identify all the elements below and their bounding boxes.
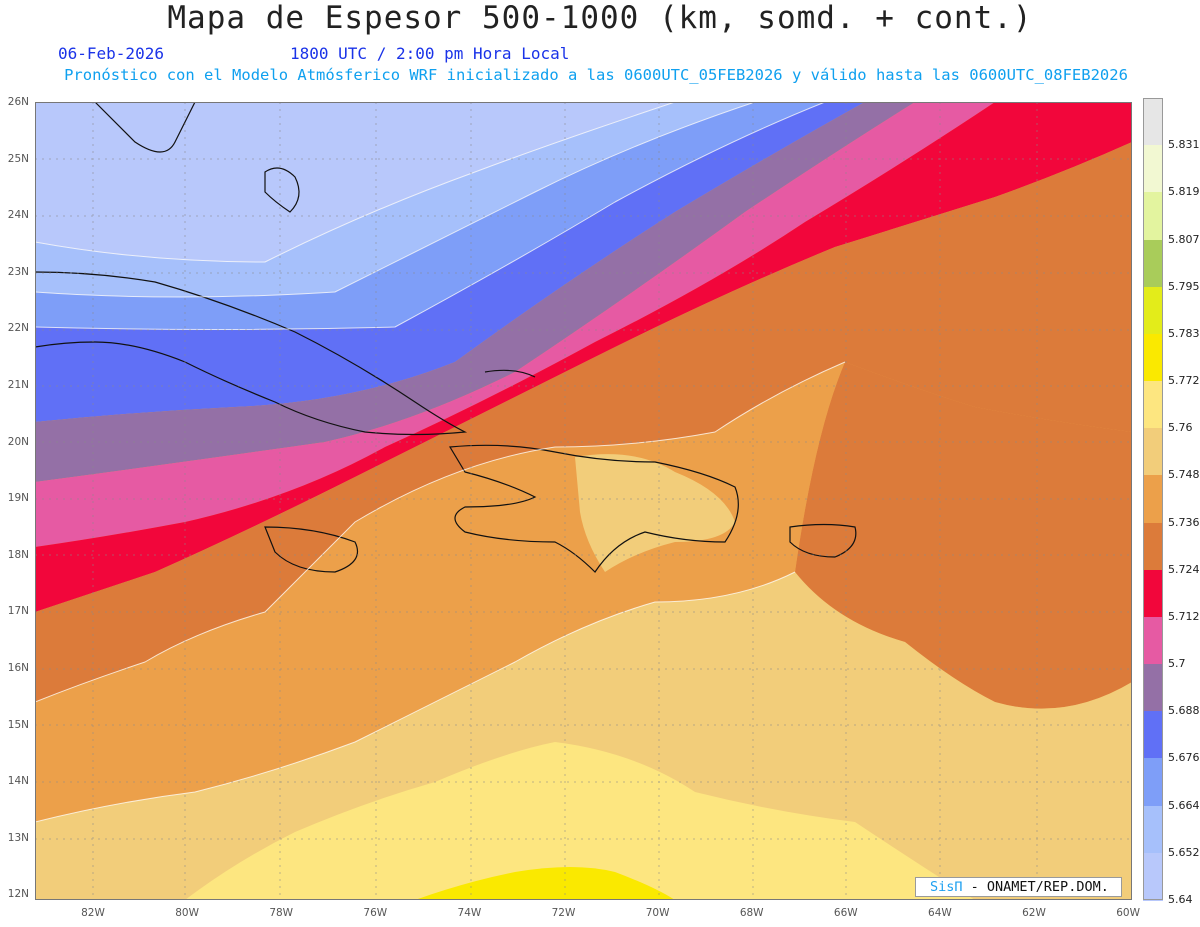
lat-label: 14N (7, 775, 29, 788)
color-bar-label: 5.831 (1168, 138, 1200, 152)
lon-label: 66W (833, 907, 858, 919)
lat-label: 22N (7, 322, 29, 335)
color-bar-label: 5.783 (1168, 326, 1200, 340)
color-bar-segment (1143, 145, 1163, 193)
lat-label: 15N (7, 718, 29, 731)
color-bar-segment (1143, 616, 1163, 665)
color-bar (1143, 98, 1163, 901)
color-bar-label: 5.748 (1168, 468, 1200, 482)
band-5-724-east (795, 362, 1132, 709)
color-bar-segment (1143, 522, 1163, 571)
color-bar-label: 5.652 (1168, 845, 1200, 859)
color-bar-label: 5.819 (1168, 185, 1200, 199)
lat-label: 25N (7, 152, 29, 165)
color-bar-label: 5.772 (1168, 374, 1200, 388)
color-bar-label: 5.688 (1168, 704, 1200, 718)
lon-label: 82W (81, 907, 105, 919)
band-5-676 (35, 102, 865, 422)
color-bar-segment (1143, 805, 1163, 854)
color-bar-segment (1143, 333, 1163, 382)
forecast-time: 1800 UTC / 2:00 pm Hora Local (290, 44, 570, 63)
lat-label: 21N (7, 379, 29, 391)
band-5-7 (35, 102, 995, 547)
color-bar-segment (1143, 664, 1163, 712)
color-bar-segment (1143, 428, 1163, 476)
lon-label: 70W (645, 907, 670, 919)
lat-label: 12N (7, 888, 29, 901)
color-bar-segment (1143, 381, 1163, 429)
color-bar-segment (1143, 98, 1163, 146)
lat-label: 17N (7, 605, 29, 618)
coastlines (35, 102, 857, 573)
lon-label: 78W (269, 907, 294, 919)
band-5-688 (35, 102, 915, 482)
color-bar-segment (1143, 852, 1163, 901)
sispi-logo: SisΠ (930, 879, 963, 895)
model-subtitle: Pronóstico con el Modelo Atmósferico WRF… (64, 66, 1128, 84)
band-5-748 (35, 572, 1132, 900)
lon-label: 62W (1022, 907, 1046, 919)
band-5-772 (415, 867, 675, 900)
contour-lines (35, 102, 846, 823)
color-bar-segment (1143, 475, 1163, 524)
band-5-76 (185, 742, 975, 900)
color-bar-label: 5.724 (1168, 562, 1200, 576)
lon-label: 64W (928, 907, 952, 919)
color-bar-segment (1143, 758, 1163, 807)
map-frame (35, 102, 1132, 900)
thickness-map (35, 102, 1132, 900)
color-bar-label: 5.795 (1168, 279, 1200, 293)
lat-label: 23N (7, 265, 29, 278)
color-bar-frame (1143, 98, 1163, 900)
lat-label: 26N (7, 96, 29, 108)
color-bar-label: 5.807 (1168, 232, 1200, 246)
band-5-652 (35, 102, 755, 297)
band-5-664 (35, 102, 825, 330)
lon-label: 60W (1116, 907, 1140, 919)
color-bar-segment (1143, 239, 1163, 288)
lon-label: 80W (175, 907, 199, 919)
color-bar-segment (1143, 569, 1163, 618)
band-5-64 (35, 102, 675, 262)
band-5-712 (35, 102, 1132, 612)
lon-label: 72W (551, 907, 576, 919)
hispaniola-tan-patch (575, 454, 735, 572)
lat-label: 24N (7, 209, 29, 222)
lat-label: 18N (7, 548, 29, 561)
credit-box: SisΠ - ONAMET/REP.DOM. (915, 877, 1122, 897)
band-5-724 (35, 142, 1132, 702)
color-bar-label: 5.736 (1168, 515, 1200, 529)
credit-text: - ONAMET/REP.DOM. (970, 879, 1109, 895)
color-bar-label: 5.7 (1168, 657, 1186, 671)
thickness-map-svg (35, 102, 1132, 900)
color-bar-label: 5.76 (1168, 421, 1193, 435)
lat-label: 19N (7, 492, 29, 505)
color-bar-segment (1143, 286, 1163, 335)
color-bar-label: 5.64 (1168, 893, 1193, 906)
lat-label: 16N (7, 662, 29, 674)
lon-label: 76W (363, 907, 388, 919)
color-bar-label: 5.676 (1168, 751, 1200, 765)
lon-label: 74W (457, 907, 482, 919)
lat-label: 13N (7, 831, 29, 844)
color-bar-segment (1143, 192, 1163, 241)
lon-label: 68W (739, 907, 764, 919)
map-title: Mapa de Espesor 500-1000 (km, somd. + co… (167, 0, 1033, 36)
color-bar-label: 5.712 (1168, 609, 1200, 623)
lat-label: 20N (7, 435, 29, 448)
color-bar-segment (1143, 711, 1163, 760)
graticule (35, 102, 1132, 900)
color-bar-label: 5.664 (1168, 798, 1200, 812)
forecast-date: 06-Feb-2026 (58, 44, 164, 63)
